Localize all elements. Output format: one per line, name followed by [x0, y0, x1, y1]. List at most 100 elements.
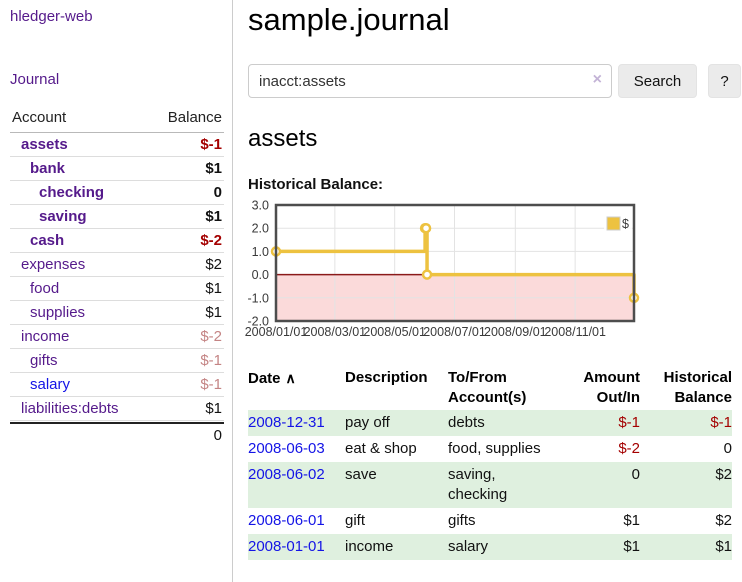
page-title: sample.journal: [248, 2, 450, 37]
chart-box: $3.0 2.0 1.0 0.0 -1.0 -2.0 2008/01/01 2008/03/0…: [245, 199, 742, 343]
x-axis-tick: 2008/11/01: [544, 325, 606, 339]
description-cell: income: [345, 538, 394, 555]
y-axis-tick: -1.0: [247, 291, 269, 305]
account-row: expenses $2: [10, 253, 224, 277]
balance-column-header: Balance: [167, 109, 222, 126]
accounts-cell: debts: [448, 410, 560, 436]
search-input[interactable]: [248, 64, 612, 98]
account-balance: $-1: [200, 376, 222, 393]
account-row: gifts $-1: [10, 349, 224, 373]
accounts-cell: food, supplies: [448, 436, 560, 462]
date-cell: 2008-12-31: [248, 410, 345, 436]
account-row: checking 0: [10, 181, 224, 205]
account-column-header: Account: [12, 109, 67, 126]
date-cell: 2008-06-02: [248, 462, 345, 508]
sidebar-account-link[interactable]: saving: [39, 208, 87, 225]
register-row: 2008-06-03 eat & shop food, supplies $-2 0: [248, 436, 732, 462]
legend-label: $: [622, 217, 629, 231]
x-axis-tick: 2008/07/01: [423, 325, 486, 339]
sidebar-account-link[interactable]: expenses: [21, 256, 86, 273]
account-balance: $2: [205, 256, 222, 273]
description-cell: eat & shop: [345, 440, 417, 457]
accounts-line: checking: [448, 486, 508, 503]
account-balance: $-1: [200, 136, 222, 153]
account-balance: $1: [205, 160, 222, 177]
accounts-line: gifts: [448, 512, 476, 529]
balance-cell: $2: [715, 466, 732, 483]
account-row: assets $-1: [10, 133, 224, 157]
description-cell: pay off: [345, 414, 390, 431]
sidebar-account-link[interactable]: salary: [30, 376, 71, 393]
accounts-table: Account Balance assets $-1 bank $1 checking 0…: [10, 105, 224, 447]
date-column-header[interactable]: Date ∧: [248, 370, 296, 387]
account-row: salary $-1: [10, 373, 224, 397]
sidebar-account-link[interactable]: supplies: [30, 304, 86, 321]
balance-cell: $2: [715, 512, 732, 529]
account-balance: $-1: [200, 352, 222, 369]
sidebar-account-link[interactable]: bank: [30, 160, 66, 177]
sidebar-account-link[interactable]: income: [21, 328, 70, 345]
search-input-wrap: ×: [248, 64, 612, 98]
sidebar-account-link[interactable]: liabilities:debts: [21, 400, 119, 417]
date-link[interactable]: 2008-12-31: [248, 414, 325, 431]
register-row: 2008-06-02 save saving, checking 0 $2: [248, 462, 732, 508]
balance-column-header: Historical Balance: [663, 369, 732, 406]
account-balance: $-2: [200, 328, 222, 345]
accounts-table-body: assets $-1 bank $1 checking 0 saving $1 cash $-2 e…: [10, 133, 224, 421]
register-row: 2008-06-01 gift gifts $1 $2: [248, 508, 732, 534]
y-axis-tick: -2.0: [247, 315, 269, 329]
account-heading: assets: [248, 125, 318, 152]
app-title: hledger-web: [10, 8, 224, 25]
balance-cell: $1: [715, 538, 732, 555]
accounts-line: salary: [448, 538, 489, 555]
date-link[interactable]: 2008-01-01: [248, 538, 325, 555]
sidebar-account-link[interactable]: food: [30, 280, 60, 297]
accounts-line: debts: [448, 414, 485, 431]
search-button[interactable]: Search: [618, 64, 697, 98]
sidebar-account-link[interactable]: checking: [39, 184, 105, 201]
description-column-header: Description: [345, 369, 428, 386]
register-row: 2008-01-01 income salary $1 $1: [248, 534, 732, 560]
date-link[interactable]: 2008-06-03: [248, 440, 325, 457]
balance-chart: $3.0 2.0 1.0 0.0 -1.0 -2.02008/01/012008/03/0…: [245, 199, 640, 339]
account-balance: $1: [205, 400, 222, 417]
search-form: × Search ?: [248, 64, 742, 98]
amount-cell: $1: [623, 512, 640, 529]
sidebar-item-journal[interactable]: Journal: [10, 71, 60, 88]
accounts-column-header: To/From Account(s): [448, 369, 527, 406]
amount-column-header: Amount Out/In: [583, 369, 640, 406]
account-row: liabilities:debts $1: [10, 397, 224, 421]
x-axis-tick: 2008/03/01: [304, 325, 367, 339]
accounts-table-header: Account Balance: [10, 105, 224, 133]
description-cell: save: [345, 466, 377, 483]
date-link[interactable]: 2008-06-02: [248, 466, 325, 483]
account-row: income $-2: [10, 325, 224, 349]
register-row: 2008-12-31 pay off debts $-1 $-1: [248, 410, 732, 436]
date-link[interactable]: 2008-06-01: [248, 512, 325, 529]
help-button[interactable]: ?: [708, 64, 741, 98]
accounts-line: saving,: [448, 466, 496, 483]
register-table-header: Date ∧ Description To/From Account(s) Amo…: [248, 366, 732, 410]
date-cell: 2008-06-03: [248, 436, 345, 462]
date-cell: 2008-01-01: [248, 534, 345, 560]
accounts-line: food, supplies: [448, 440, 541, 457]
register-table: Date ∧ Description To/From Account(s) Amo…: [248, 366, 732, 560]
account-balance: $1: [205, 304, 222, 321]
sidebar-account-link[interactable]: gifts: [30, 352, 58, 369]
chart-title: Historical Balance:: [248, 176, 384, 193]
accounts-cell: saving, checking: [448, 462, 560, 508]
x-axis-tick: 2008/09/01: [484, 325, 547, 339]
app-title-link[interactable]: hledger-web: [10, 8, 93, 25]
sidebar-account-link[interactable]: assets: [21, 136, 68, 153]
clear-search-icon[interactable]: ×: [592, 71, 602, 88]
date-cell: 2008-06-01: [248, 508, 345, 534]
y-axis-tick: 0.0: [252, 268, 269, 282]
amount-cell: $-2: [618, 440, 640, 457]
sidebar-account-link[interactable]: cash: [30, 232, 65, 249]
account-row: supplies $1: [10, 301, 224, 325]
account-row: saving $1: [10, 205, 224, 229]
sort-ascending-icon: ∧: [285, 370, 296, 386]
main-content: sample.journal × Search ? assets Histori…: [233, 0, 742, 582]
description-cell: gift: [345, 512, 366, 529]
